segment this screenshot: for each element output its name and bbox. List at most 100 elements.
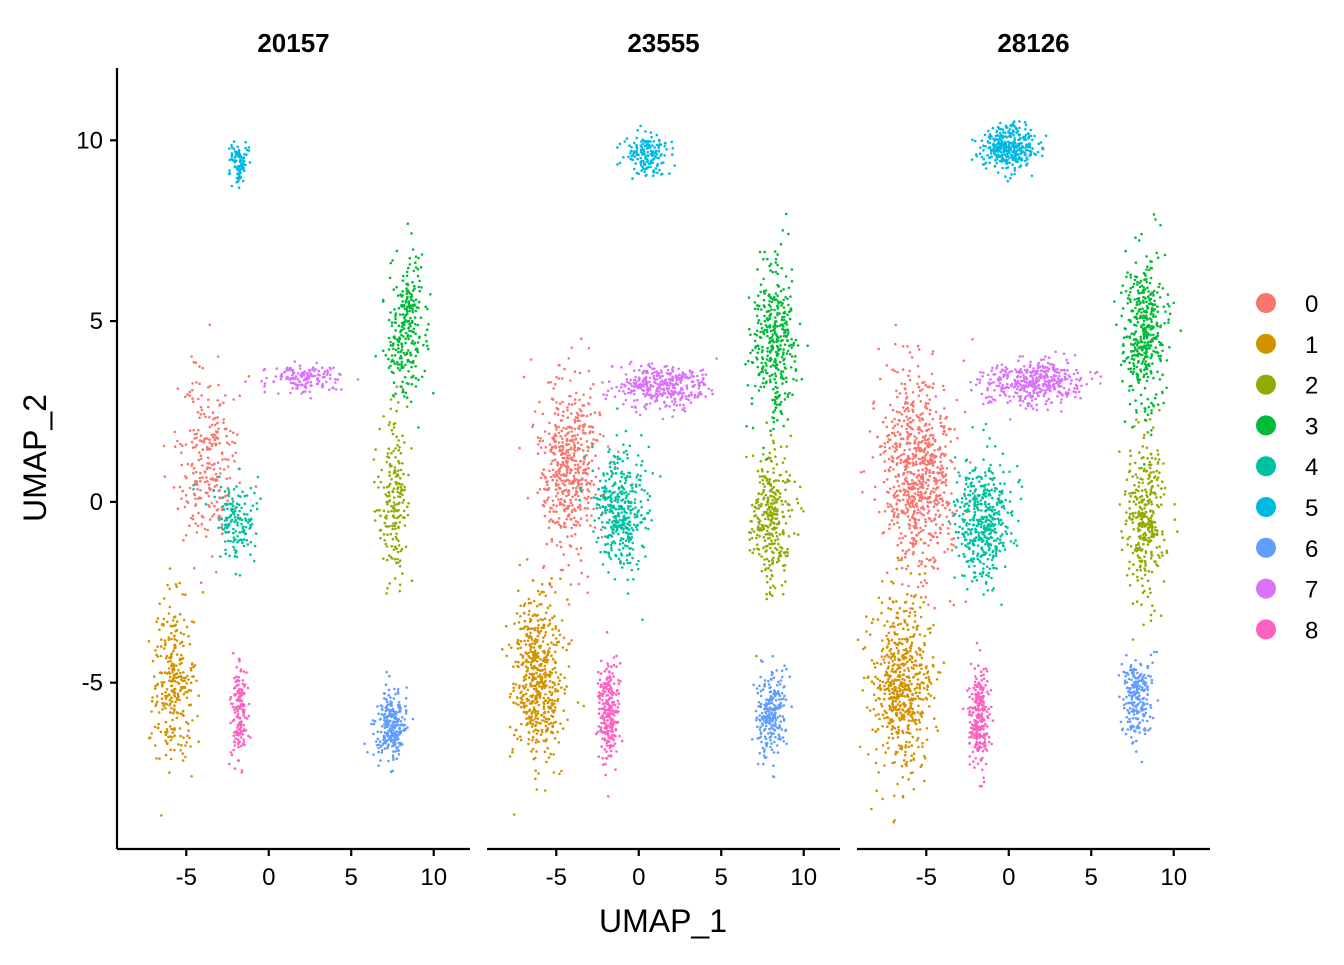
cell-point bbox=[1123, 420, 1127, 423]
cell-point bbox=[192, 400, 195, 404]
cell-point bbox=[924, 466, 928, 470]
cell-point bbox=[761, 330, 765, 333]
cell-point bbox=[394, 527, 397, 530]
cell-point bbox=[1130, 357, 1134, 361]
cell-point bbox=[865, 630, 868, 633]
cell-point bbox=[893, 625, 896, 629]
cell-point bbox=[221, 496, 225, 499]
cell-point bbox=[168, 605, 172, 609]
cell-point bbox=[228, 476, 232, 480]
cell-point bbox=[1151, 362, 1154, 365]
cell-point bbox=[764, 517, 767, 521]
cell-point bbox=[394, 521, 398, 525]
cell-point bbox=[890, 638, 894, 642]
cell-point bbox=[947, 427, 951, 431]
cell-point bbox=[205, 476, 208, 479]
cell-point bbox=[891, 699, 895, 703]
cell-point bbox=[387, 348, 391, 351]
cell-point bbox=[921, 435, 925, 439]
cell-point bbox=[578, 424, 582, 428]
cell-point bbox=[1133, 298, 1136, 301]
cell-point bbox=[899, 622, 903, 626]
cell-point bbox=[391, 344, 394, 347]
cell-point bbox=[1153, 476, 1156, 480]
cell-point bbox=[203, 470, 207, 473]
cell-point bbox=[1139, 569, 1142, 572]
cell-point bbox=[1152, 213, 1156, 216]
cell-point bbox=[872, 708, 876, 711]
cell-point bbox=[1136, 377, 1139, 381]
cell-point bbox=[199, 413, 203, 416]
cell-point bbox=[1148, 587, 1152, 590]
cell-point bbox=[589, 524, 592, 527]
cell-point bbox=[580, 337, 583, 341]
cell-point bbox=[935, 486, 939, 489]
cell-point bbox=[756, 351, 759, 355]
cell-point bbox=[763, 524, 767, 527]
cell-point bbox=[921, 584, 925, 588]
cell-point bbox=[936, 471, 939, 474]
cell-point bbox=[914, 542, 918, 545]
cell-point bbox=[769, 295, 772, 299]
cell-point bbox=[1144, 533, 1148, 537]
cell-point bbox=[756, 469, 760, 473]
cell-point bbox=[915, 686, 918, 689]
cell-point bbox=[942, 661, 946, 664]
cell-point bbox=[926, 459, 929, 463]
cell-point bbox=[199, 581, 203, 584]
cell-point bbox=[557, 441, 561, 444]
cell-point bbox=[249, 509, 253, 512]
cell-point bbox=[173, 445, 177, 449]
cell-point bbox=[1144, 360, 1147, 363]
cell-point bbox=[940, 497, 944, 501]
cell-point bbox=[1136, 554, 1140, 557]
cell-point bbox=[413, 284, 416, 288]
cell-point bbox=[587, 490, 591, 493]
cell-point bbox=[399, 385, 403, 388]
cell-point bbox=[909, 759, 913, 762]
cell-point bbox=[758, 475, 762, 478]
cell-point bbox=[574, 490, 578, 493]
cell-point bbox=[791, 393, 794, 397]
cell-point bbox=[202, 438, 206, 442]
cell-point bbox=[1120, 548, 1124, 552]
cell-point bbox=[913, 620, 917, 623]
cell-point bbox=[548, 443, 552, 446]
cell-point bbox=[535, 738, 538, 742]
cell-point bbox=[400, 333, 403, 337]
cell-point bbox=[779, 335, 783, 338]
cell-point bbox=[1143, 278, 1146, 282]
cell-point bbox=[902, 648, 906, 652]
cell-point bbox=[764, 361, 767, 365]
cell-point bbox=[567, 490, 571, 494]
cell-point bbox=[418, 279, 421, 283]
cell-point bbox=[1137, 310, 1140, 313]
cell-point bbox=[533, 684, 536, 688]
cell-point bbox=[509, 692, 513, 696]
cell-point bbox=[905, 415, 908, 419]
cell-point bbox=[1142, 286, 1145, 289]
cell-point bbox=[904, 392, 908, 395]
cell-point bbox=[770, 348, 774, 351]
cell-point bbox=[1142, 337, 1146, 340]
cell-point bbox=[511, 750, 514, 754]
cell-point bbox=[172, 711, 175, 715]
cell-point bbox=[534, 714, 538, 718]
cell-point bbox=[1129, 298, 1132, 302]
cell-point bbox=[546, 606, 550, 610]
cell-point bbox=[399, 350, 403, 353]
cell-point bbox=[550, 701, 554, 705]
cell-point bbox=[910, 641, 914, 645]
cell-point bbox=[882, 698, 886, 701]
cell-point bbox=[173, 709, 176, 712]
cell-point bbox=[193, 432, 197, 436]
cell-point bbox=[781, 479, 785, 483]
cell-point bbox=[531, 684, 534, 688]
cell-point bbox=[774, 547, 777, 550]
cell-point bbox=[907, 719, 911, 722]
cell-point bbox=[757, 373, 761, 377]
cell-point bbox=[897, 744, 901, 747]
cell-point bbox=[876, 618, 880, 621]
cell-point bbox=[389, 398, 393, 401]
cell-point bbox=[772, 485, 776, 489]
